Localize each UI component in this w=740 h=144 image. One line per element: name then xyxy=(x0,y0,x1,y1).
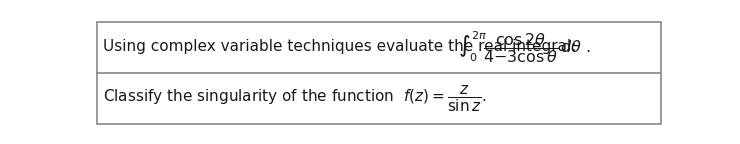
Text: $\int_0^{2\pi}\!\dfrac{\cos 2\theta}{4{-}3\cos\theta}\,d\theta\;.$: $\int_0^{2\pi}\!\dfrac{\cos 2\theta}{4{-… xyxy=(458,29,591,65)
Text: Using complex variable techniques evaluate the real integral:: Using complex variable techniques evalua… xyxy=(103,39,586,54)
Text: Classify the singularity of the function  $f(z) = \dfrac{z}{\sin z}$.: Classify the singularity of the function… xyxy=(103,84,486,114)
